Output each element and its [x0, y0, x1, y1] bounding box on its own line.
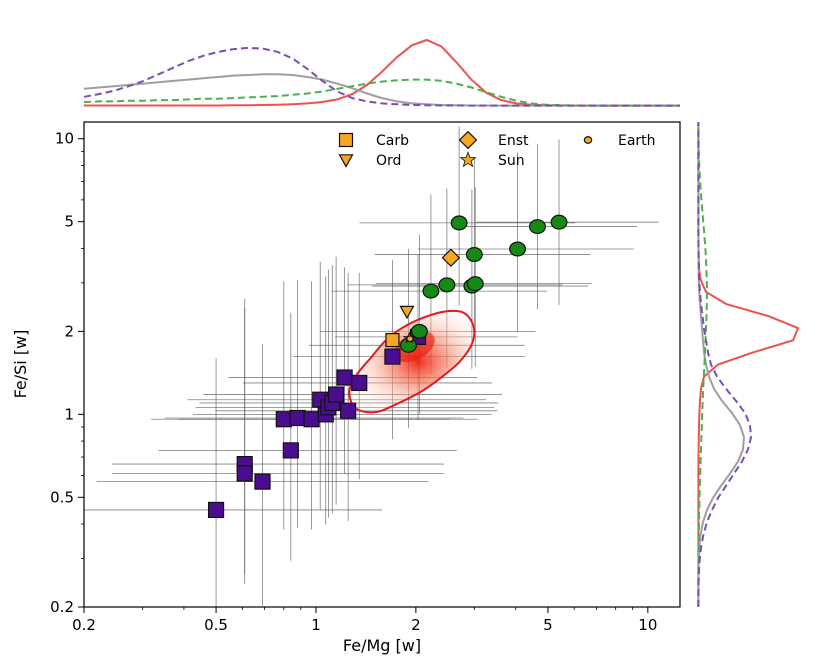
purple-square-marker-0 — [207, 501, 225, 519]
x-tick-label-4: 5 — [543, 616, 553, 634]
x-tick-label-3: 2 — [411, 616, 421, 634]
legend-label-ord: Ord — [376, 153, 401, 169]
purple-square-marker-2 — [236, 465, 253, 482]
y-tick-label-3: 2 — [64, 322, 74, 340]
reference-earth-marker — [406, 335, 414, 343]
top-marginal-kde — [83, 38, 680, 107]
x-tick-label-1: 0.5 — [204, 616, 228, 634]
legend-marker-carb — [338, 132, 354, 148]
legend-label-carb: Carb — [376, 133, 409, 149]
purple-square-marker-16 — [384, 348, 401, 365]
green-circle-marker-4 — [450, 215, 468, 231]
y-tick-label-0: 0.2 — [50, 598, 74, 616]
purple-square-marker-12 — [328, 386, 345, 403]
purple-square-marker-15 — [351, 374, 368, 392]
purple-square-marker-6 — [289, 409, 306, 427]
y-tick-label-4: 5 — [64, 213, 74, 231]
reference-enst-marker — [441, 248, 461, 268]
plot-frame — [83, 121, 681, 608]
green-circle-marker-1 — [410, 323, 428, 339]
legend-label-earth: Earth — [618, 133, 656, 149]
right-kde-curve-0 — [697, 122, 800, 607]
density-contour — [348, 309, 476, 414]
green-circle-marker-6 — [465, 247, 483, 263]
legend-marker-enst — [458, 130, 478, 150]
green-circle-marker-2 — [422, 283, 440, 299]
main-scatter-plot: 0.2 0.5 1 2 5 10 0.2 0.5 1 2 5 10 — [50, 121, 681, 634]
reference-ord-marker — [399, 305, 415, 320]
right-marginal-kde — [697, 121, 800, 607]
axis-ticks: 0.2 0.5 1 2 5 10 0.2 0.5 1 2 5 10 — [50, 130, 657, 634]
reference-points — [385, 248, 461, 348]
density-fill — [349, 310, 475, 413]
legend-label-enst: Enst — [498, 133, 529, 149]
green-circle-marker-3 — [438, 277, 456, 293]
y-tick-label-2: 1 — [64, 405, 74, 423]
right-kde-curve-2 — [697, 121, 709, 607]
density-region — [348, 309, 476, 414]
green-circle-marker-9 — [529, 219, 546, 235]
top-kde-curve-2 — [83, 78, 680, 107]
purple-square-marker-7 — [303, 411, 320, 428]
error-bars — [84, 126, 659, 607]
legend: Carb Ord Enst Sun Earth — [338, 130, 656, 169]
legend-marker-sun — [459, 151, 477, 168]
y-axis-label: Fe/Si [w] — [11, 330, 30, 399]
legend-marker-earth — [583, 136, 593, 144]
legend-marker-ord — [338, 154, 354, 168]
purple-square-marker-4 — [275, 411, 292, 428]
top-kde-curve-0 — [84, 38, 680, 107]
purple-square-marker-3 — [254, 473, 271, 490]
purple-square-marker-5 — [282, 442, 299, 459]
y-tick-label-1: 0.5 — [50, 488, 74, 506]
reference-carb-marker — [385, 332, 400, 348]
right-kde-curve-3 — [697, 122, 753, 607]
x-tick-label-5: 10 — [638, 616, 657, 634]
x-tick-label-2: 1 — [311, 616, 321, 634]
x-tick-label-0: 0.2 — [72, 616, 96, 634]
y-tick-label-5: 10 — [55, 130, 74, 148]
purple-square-marker-13 — [336, 369, 353, 386]
x-axis-label: Fe/Mg [w] — [343, 636, 421, 655]
purple-square-marker-14 — [340, 402, 357, 419]
data-points — [207, 214, 568, 519]
green-circle-marker-8 — [509, 241, 527, 257]
green-circle-marker-10 — [550, 214, 568, 230]
top-kde-curve-3 — [83, 46, 680, 107]
green-circle-marker-7 — [466, 276, 484, 292]
legend-label-sun: Sun — [498, 153, 525, 169]
